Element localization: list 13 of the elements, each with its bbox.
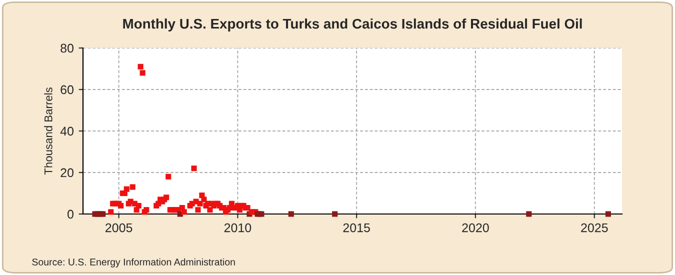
y-tick-label: 0 [68, 210, 74, 219]
x-tick-label: 2020 [462, 223, 489, 232]
chart-title: Monthly U.S. Exports to Turks and Caicos Islands of Residual Fuel Oil [123, 18, 582, 32]
x-tick-label: 2005 [106, 223, 132, 232]
x-tick-label: 2010 [224, 223, 252, 232]
y-tick-label: 80 [60, 44, 74, 53]
x-tick-label: 2015 [343, 223, 370, 232]
source-note: Source: U.S. Energy Information Administration [32, 258, 235, 268]
y-tick-label: 40 [60, 126, 74, 136]
y-axis-title: Thousand Barrels [44, 88, 52, 175]
x-tick-label: 2025 [581, 223, 608, 232]
y-tick-label: 20 [60, 168, 74, 178]
y-tick-label: 60 [60, 85, 74, 94]
